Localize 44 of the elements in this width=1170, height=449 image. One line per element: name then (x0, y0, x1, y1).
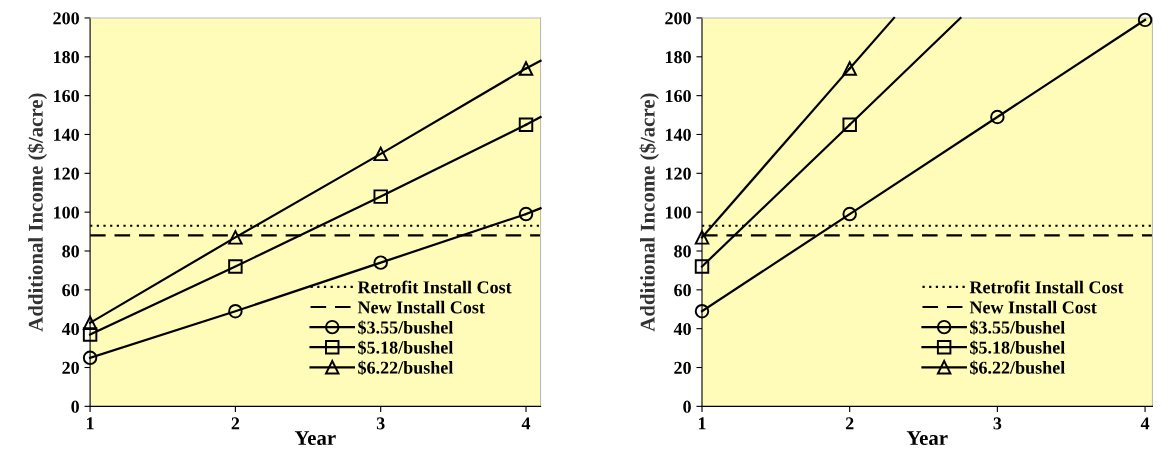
legend-label: $3.55/bushel (970, 320, 1065, 335)
y-tick-label: 200 (665, 12, 691, 25)
x-tick-label: 1 (87, 417, 94, 430)
x-tick-label: 4 (1140, 417, 1150, 430)
x-tick-label: 3 (376, 417, 385, 430)
y-axis-title: Additional Income ($/acre) (27, 93, 48, 332)
y-tick-label: 60 (62, 284, 79, 297)
y-tick-label: 40 (61, 322, 79, 336)
y-tick-label: 180 (54, 51, 79, 64)
legend-label: $5.18/bushel (358, 340, 454, 355)
y-tick-label: 100 (54, 206, 79, 219)
y-tick-label: 0 (71, 400, 79, 413)
y-tick-label: 40 (673, 322, 691, 336)
y-tick-label: 20 (674, 361, 691, 374)
y-tick-label: 120 (665, 167, 691, 180)
x-axis-title: Year (906, 431, 948, 446)
x-axis-title: Year (294, 431, 336, 446)
y-tick-label: 80 (674, 245, 691, 258)
y-tick-label: 140 (665, 128, 691, 141)
y-tick-label: 80 (62, 245, 79, 258)
legend-label: Retrofit Install Cost (969, 280, 1124, 294)
y-axis-title: Additional Income ($/acre) (639, 93, 659, 332)
y-tick-label: 0 (683, 400, 691, 413)
x-tick-label: 4 (521, 417, 531, 430)
legend-label: $3.55/bushel (358, 320, 454, 335)
y-tick-label: 160 (665, 89, 691, 103)
legend-label: $5.18/bushel (970, 340, 1065, 355)
x-tick-label: 2 (845, 417, 854, 430)
x-tick-label: 1 (698, 417, 706, 430)
y-tick-label: 20 (62, 361, 79, 374)
x-tick-label: 2 (231, 417, 240, 430)
legend-label: New Install Cost (969, 300, 1097, 314)
y-tick-label: 60 (674, 284, 691, 297)
y-tick-label: 200 (53, 12, 79, 25)
legend-label: New Install Cost (357, 300, 485, 314)
y-tick-label: 160 (54, 89, 79, 103)
legend-label: $6.22/bushel (358, 360, 454, 375)
legend-label: Retrofit Install Cost (357, 280, 512, 294)
x-tick-label: 3 (993, 417, 1002, 430)
legend-label: $6.22/bushel (970, 360, 1065, 375)
y-tick-label: 120 (54, 167, 79, 180)
y-tick-label: 100 (665, 206, 691, 219)
y-tick-label: 180 (665, 51, 691, 64)
y-tick-label: 140 (54, 128, 79, 141)
